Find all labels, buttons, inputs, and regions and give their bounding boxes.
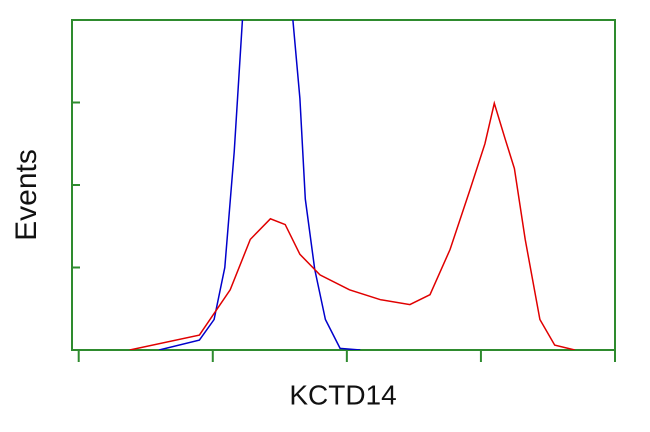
plot-area xyxy=(129,20,575,350)
histogram-line xyxy=(129,100,575,350)
x-axis-label: KCTD14 xyxy=(289,379,396,410)
y-axis-label: Events xyxy=(10,149,43,241)
plot-frame xyxy=(71,19,616,351)
histogram-line xyxy=(158,20,361,350)
